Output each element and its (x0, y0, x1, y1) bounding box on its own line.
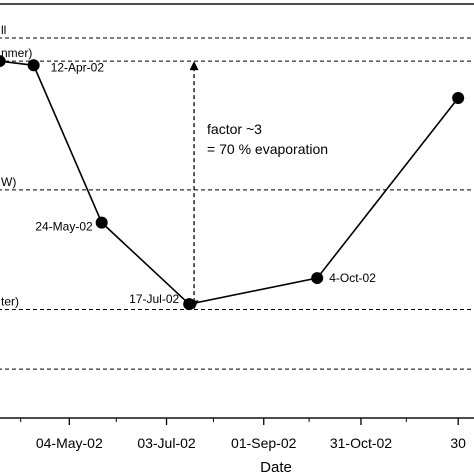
x-axis-label: Date (260, 459, 292, 474)
x-axis-ticks: 04-May-02 03-Jul-02 01-Sep-02 31-Oct-02 30 (20, 418, 466, 451)
data-point-3 (183, 298, 196, 311)
reference-lines: ll nmer) W) ter) (0, 23, 474, 370)
data-point-2 (95, 216, 108, 229)
data-point-4 (311, 272, 324, 285)
arrow-head-top (189, 61, 199, 71)
data-label-2: 24-May-02 (35, 220, 93, 234)
reference-line-label-0: ll (1, 23, 6, 37)
data-label-1: 12-Apr-02 (51, 60, 105, 74)
series-path (0, 60, 459, 306)
plot-frame (0, 3, 474, 419)
x-tick-label-1: 03-Jul-02 (137, 435, 196, 451)
data-point-5 (452, 91, 465, 104)
series-line: 12-Apr-02 24-May-02 17-Jul-02 4-Oct-02 (0, 55, 465, 311)
chart-text: Date factor ~3 = 70 % evaporation (207, 121, 328, 474)
x-tick-label-2: 01-Sep-02 (231, 435, 297, 451)
x-tick-label-3: 31-Oct-02 (330, 435, 392, 451)
x-tick-label-0: 04-May-02 (36, 435, 103, 451)
reference-line-label-3: ter) (1, 295, 19, 309)
annotation-line-1: factor ~3 (207, 121, 262, 137)
data-label-3: 17-Jul-02 (129, 292, 179, 306)
x-tick-label-4: 30 (450, 435, 466, 451)
reference-line-label-1: nmer) (1, 46, 32, 60)
annotation-line-2: = 70 % evaporation (207, 141, 328, 157)
data-label-4: 4-Oct-02 (329, 271, 376, 285)
data-point-0 (0, 55, 6, 68)
plot-border (0, 3, 474, 419)
evaporation-arrow (189, 61, 199, 310)
reference-line-label-2: W) (1, 175, 16, 189)
data-point-1 (27, 59, 40, 72)
